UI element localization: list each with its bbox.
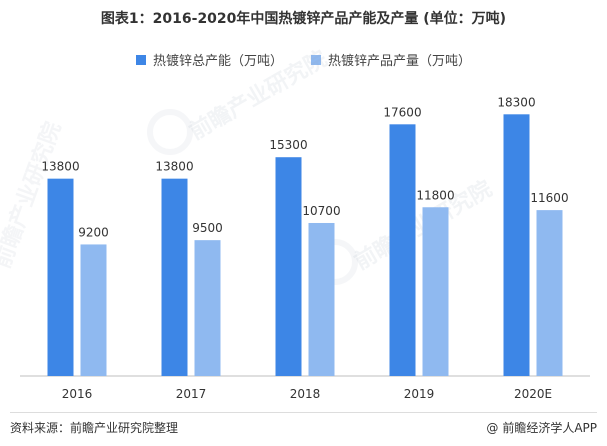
bar-output-2018 (308, 222, 335, 376)
legend-item-capacity: 热镀锌总产能（万吨） (135, 50, 283, 69)
footer-brand-label: 前瞻经济学人APP (502, 421, 597, 435)
data-label-output-2016: 9200 (78, 225, 109, 239)
data-label-output-2018: 10700 (302, 204, 340, 218)
x-tick-label-2018: 2018 (290, 387, 321, 401)
source-note: 资料来源：前瞻产业研究院整理 (10, 421, 179, 435)
data-label-output-2017: 9500 (192, 221, 223, 235)
x-tick-label-2020E: 2020E (514, 387, 552, 401)
bar-capacity-2017 (161, 178, 188, 376)
footer-brand: @ 前瞻经济学人APP (486, 419, 597, 436)
chart-legend: 热镀锌总产能（万吨） 热镀锌产品产量（万吨） (0, 50, 607, 69)
legend-item-output: 热镀锌产品产量（万吨） (311, 50, 471, 69)
data-label-capacity-2019: 17600 (383, 105, 421, 119)
data-label-capacity-2016: 13800 (41, 160, 79, 174)
data-label-capacity-2017: 13800 (155, 160, 193, 174)
bar-output-2017 (194, 240, 221, 376)
data-label-capacity-2020E: 18300 (497, 95, 535, 109)
legend-label-output: 热镀锌产品产量（万吨） (328, 54, 472, 69)
at-icon: @ (486, 420, 499, 435)
data-label-capacity-2018: 15300 (269, 138, 307, 152)
bar-output-2016 (80, 244, 107, 376)
x-tick-label-2017: 2017 (176, 387, 207, 401)
legend-swatch-output (311, 54, 321, 65)
bar-capacity-2020E (503, 114, 530, 376)
data-label-output-2019: 11800 (416, 188, 454, 202)
footer-divider (10, 412, 597, 413)
data-label-output-2020E: 11600 (530, 191, 568, 205)
bar-capacity-2018 (275, 157, 302, 376)
chart-title: 图表1：2016-2020年中国热镀锌产品产能及产量 (单位：万吨) (100, 11, 507, 27)
bar-output-2019 (422, 207, 449, 376)
legend-swatch-capacity (135, 54, 146, 65)
bar-output-2020E (536, 210, 563, 376)
x-tick-label-2016: 2016 (62, 387, 93, 401)
bar-capacity-2016 (47, 178, 74, 376)
legend-label-capacity: 热镀锌总产能（万吨） (152, 54, 283, 69)
x-tick-label-2019: 2019 (404, 387, 435, 401)
bar-capacity-2019 (389, 124, 416, 376)
